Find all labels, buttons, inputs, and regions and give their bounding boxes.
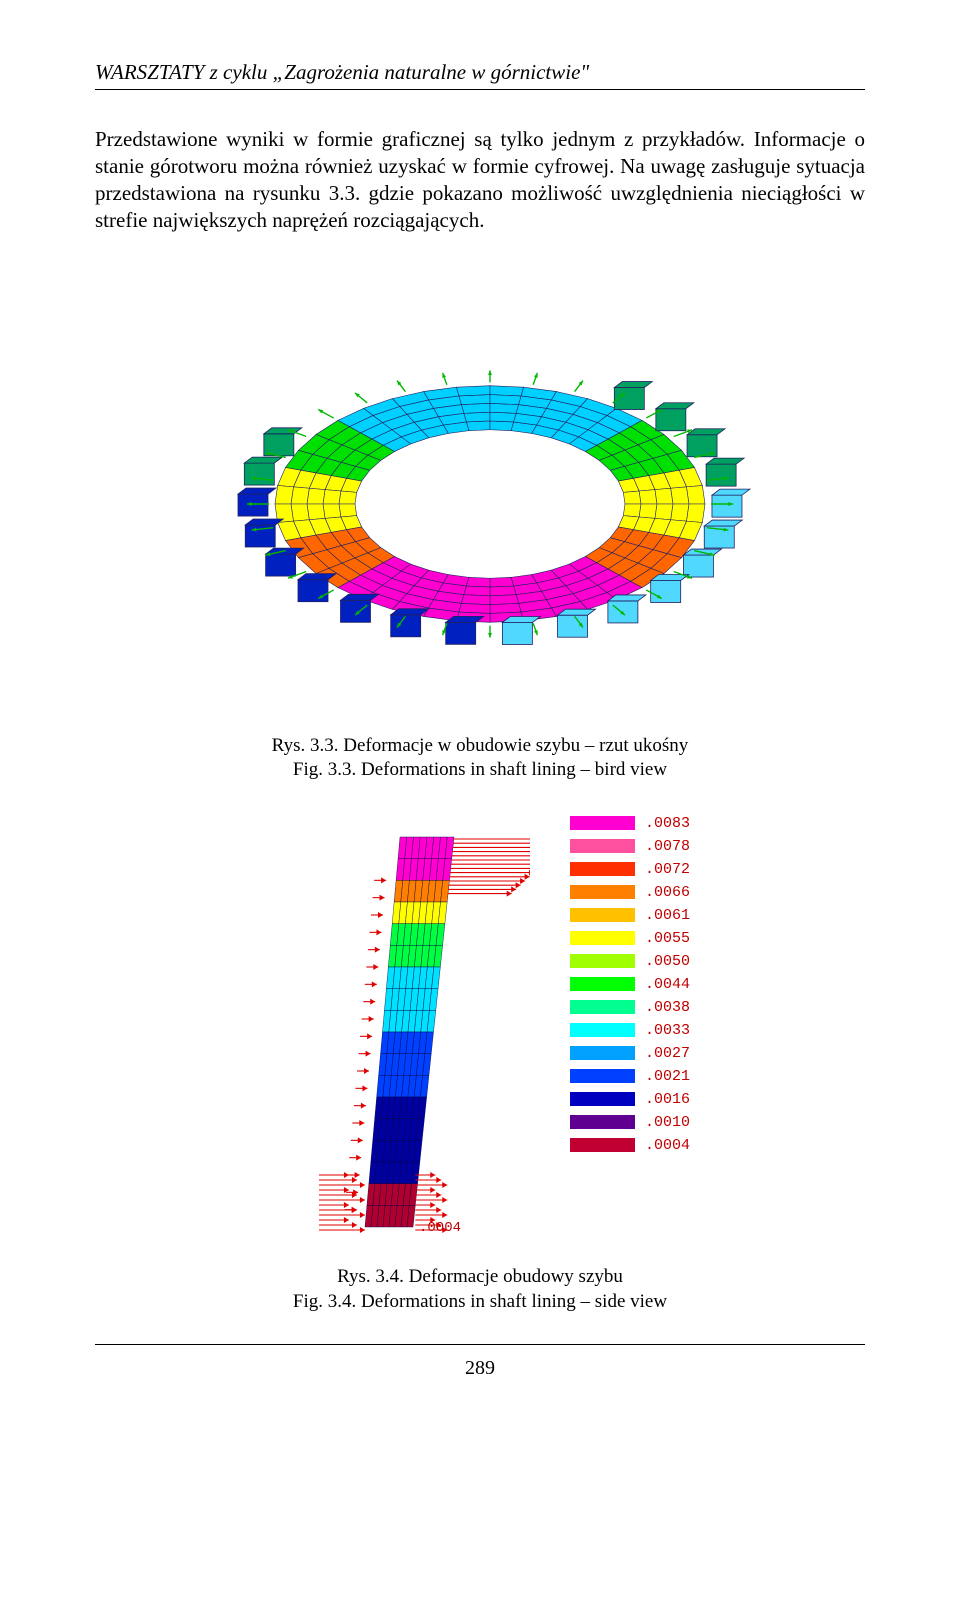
legend-value: .0055 [645, 930, 690, 947]
legend-swatch [570, 1023, 635, 1037]
fig33-svg [200, 264, 760, 724]
legend-row: .0038 [570, 999, 690, 1016]
legend-value: .0072 [645, 861, 690, 878]
legend-row: .0078 [570, 838, 690, 855]
legend-row: .0083 [570, 815, 690, 832]
fig34-caption: Rys. 3.4. Deformacje obudowy szybu Fig. … [95, 1265, 865, 1314]
legend-row: .0055 [570, 930, 690, 947]
legend-value: .0027 [645, 1045, 690, 1062]
fig34-caption-en: Fig. 3.4. Deformations in shaft lining –… [95, 1290, 865, 1315]
legend-value: .0066 [645, 884, 690, 901]
legend-value: .0004 [645, 1137, 690, 1154]
legend-row: .0010 [570, 1114, 690, 1131]
legend-row: .0033 [570, 1022, 690, 1039]
legend-row: .0072 [570, 861, 690, 878]
figure-3-4: .0004 .0083 .0078 .0072 .0066 .0061 .0055 .005… [95, 807, 865, 1247]
legend-value: .0021 [645, 1068, 690, 1085]
legend-row: .0021 [570, 1068, 690, 1085]
page-number: 289 [95, 1357, 865, 1380]
fig33-caption-en: Fig. 3.3. Deformations in shaft lining –… [95, 758, 865, 783]
body-paragraph: Przedstawione wyniki w formie graficznej… [95, 126, 865, 234]
legend-swatch [570, 1069, 635, 1083]
legend-swatch [570, 862, 635, 876]
legend-value: .0083 [645, 815, 690, 832]
legend-row: .0061 [570, 907, 690, 924]
legend-row: .0044 [570, 976, 690, 993]
legend-swatch [570, 908, 635, 922]
page: WARSZTATY z cyklu „Zagrożenia naturalne … [0, 0, 960, 1420]
legend-swatch [570, 1046, 635, 1060]
legend-value: .0061 [645, 907, 690, 924]
legend-value: .0078 [645, 838, 690, 855]
legend-swatch [570, 1138, 635, 1152]
footer-rule [95, 1344, 865, 1345]
legend-swatch [570, 816, 635, 830]
legend-value: .0044 [645, 976, 690, 993]
running-head: WARSZTATY z cyklu „Zagrożenia naturalne … [95, 60, 865, 85]
legend-row: .0066 [570, 884, 690, 901]
legend-row: .0004 [570, 1137, 690, 1154]
legend-swatch [570, 931, 635, 945]
legend-swatch [570, 1000, 635, 1014]
legend-row: .0016 [570, 1091, 690, 1108]
legend-swatch [570, 1115, 635, 1129]
svg-text:.0004: .0004 [419, 1220, 461, 1236]
header-rule [95, 89, 865, 90]
legend-value: .0010 [645, 1114, 690, 1131]
legend-swatch [570, 954, 635, 968]
legend-value: .0016 [645, 1091, 690, 1108]
legend-row: .0027 [570, 1045, 690, 1062]
legend-value: .0038 [645, 999, 690, 1016]
legend-swatch [570, 1092, 635, 1106]
fig33-caption: Rys. 3.3. Deformacje w obudowie szybu – … [95, 734, 865, 783]
legend-value: .0050 [645, 953, 690, 970]
fig34-svg: .0004 [270, 807, 530, 1247]
fig34-caption-pl: Rys. 3.4. Deformacje obudowy szybu [95, 1265, 865, 1290]
figure-3-3: Rys. 3.3. Deformacje w obudowie szybu – … [95, 264, 865, 783]
fig34-legend: .0083 .0078 .0072 .0066 .0061 .0055 .0050 .0044… [570, 807, 690, 1154]
legend-row: .0050 [570, 953, 690, 970]
fig33-caption-pl: Rys. 3.3. Deformacje w obudowie szybu – … [95, 734, 865, 759]
legend-swatch [570, 885, 635, 899]
legend-value: .0033 [645, 1022, 690, 1039]
legend-swatch [570, 839, 635, 853]
legend-swatch [570, 977, 635, 991]
